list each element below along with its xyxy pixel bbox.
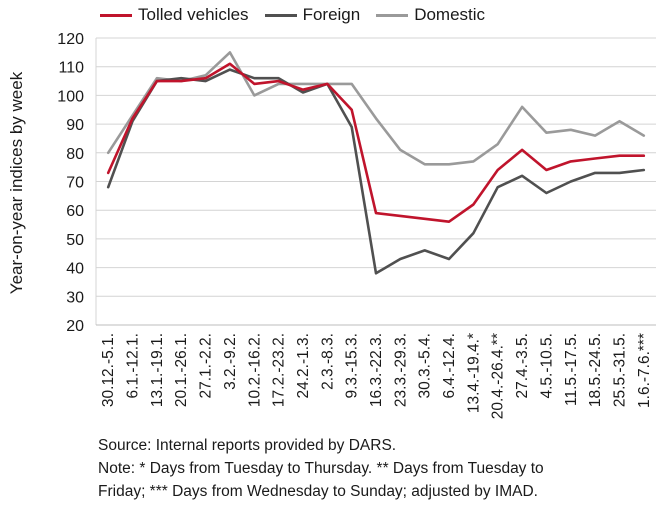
legend-label-foreign: Foreign <box>302 5 361 24</box>
y-tick-label: 90 <box>66 117 84 134</box>
x-tick-label: 20.4.-26.4.** <box>490 333 507 419</box>
x-tick-label: 18.5.-24.5. <box>587 333 604 407</box>
x-tick-label: 13.1.-19.1. <box>149 333 166 407</box>
footnote-line-1: Note: * Days from Tuesday to Thursday. *… <box>98 460 544 477</box>
x-tick-label: 2.3.-8.3. <box>319 333 336 390</box>
x-tick-label: 27.1.-2.2. <box>198 333 215 399</box>
x-tick-label: 30.3.-5.4. <box>417 333 434 399</box>
y-axis: 20 30 40 50 60 70 80 90 100 110 120 <box>57 31 97 335</box>
x-tick-label: 6.1.-12.1. <box>125 333 142 399</box>
y-tick-label: 80 <box>66 146 84 163</box>
x-tick-label: 4.5.-10.5. <box>538 333 555 399</box>
x-axis: 30.12.-5.1. 6.1.-12.1. 13.1.-19.1. 20.1.-26… <box>96 324 656 419</box>
x-tick-label: 23.3.-29.3. <box>392 333 409 407</box>
x-tick-label: 1.6.-7.6.*** <box>636 333 653 408</box>
chart-legend: Tolled vehicles Foreign Domestic <box>100 4 501 26</box>
x-tick-label: 13.4.-19.4.* <box>465 333 482 413</box>
x-tick-label: 10.2.-16.2. <box>246 333 263 407</box>
x-tick-label: 30.12.-5.1. <box>100 333 117 407</box>
legend-label-domestic: Domestic <box>414 5 486 24</box>
y-tick-label: 120 <box>57 31 84 48</box>
legend-item-tolled: Tolled vehicles <box>100 5 249 25</box>
y-tick-label: 70 <box>66 175 84 192</box>
series-line-domestic <box>106 51 646 166</box>
x-tick-label: 27.4.-3.5. <box>514 333 531 399</box>
x-tick-label: 24.2.-1.3. <box>295 333 312 399</box>
x-tick-label: 9.3.-15.3. <box>344 333 361 399</box>
legend-item-foreign: Foreign <box>264 5 361 25</box>
y-tick-label: 40 <box>66 261 84 278</box>
legend-label-tolled: Tolled vehicles <box>138 5 249 24</box>
x-tick-label: 11.5.-17.5. <box>563 333 580 406</box>
y-tick-label: 110 <box>58 60 84 77</box>
x-tick-label: 16.3.-22.3. <box>368 333 385 407</box>
chart-notes: Source: Internal reports provided by DAR… <box>98 434 658 503</box>
legend-swatch-domestic <box>376 13 409 17</box>
gridlines <box>96 37 656 326</box>
line-chart: 20 30 40 50 60 70 80 90 100 110 120 30.12.-5.1. 6.1… <box>7 31 656 419</box>
series-line-foreign <box>106 68 646 275</box>
x-tick-label: 6.4.-12.4. <box>441 333 458 399</box>
x-tick-label: 20.1.-26.1. <box>173 333 190 407</box>
y-tick-label: 20 <box>66 318 84 335</box>
y-axis-label: Year-on-year indices by week <box>7 71 26 294</box>
legend-swatch-foreign <box>264 13 297 17</box>
series-line-tolled-vehicles <box>106 62 646 223</box>
x-tick-label: 25.5.-31.5. <box>611 333 628 407</box>
y-tick-label: 30 <box>66 289 84 306</box>
x-tick-label: 3.2.-9.2. <box>222 333 239 390</box>
y-tick-label: 100 <box>57 88 84 105</box>
y-tick-label: 50 <box>66 232 84 249</box>
y-tick-label: 60 <box>66 203 84 220</box>
x-tick-label: 17.2.-23.2. <box>271 333 288 407</box>
footnote-line-2: Friday; *** Days from Wednesday to Sunda… <box>98 483 538 500</box>
legend-item-domestic: Domestic <box>376 5 485 25</box>
series-lines <box>106 51 646 275</box>
legend-swatch-tolled <box>100 13 132 17</box>
source-note: Source: Internal reports provided by DAR… <box>98 437 397 454</box>
